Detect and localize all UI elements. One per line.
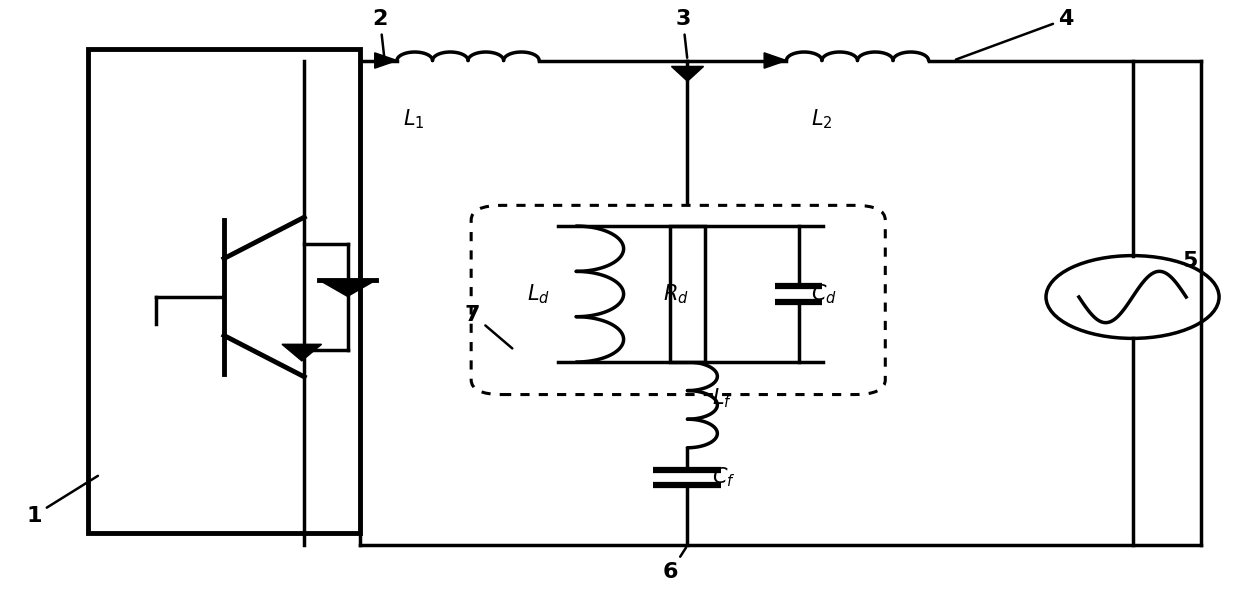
Text: $L_f$: $L_f$: [712, 387, 732, 410]
Polygon shape: [282, 345, 322, 361]
Polygon shape: [672, 67, 704, 81]
Bar: [670, 226, 705, 362]
Polygon shape: [764, 53, 787, 68]
Text: 1: 1: [26, 476, 98, 526]
Text: $C_f$: $C_f$: [712, 465, 736, 489]
Text: $C_d$: $C_d$: [812, 282, 838, 305]
Text: 2: 2: [372, 9, 388, 58]
FancyBboxPatch shape: [471, 206, 886, 394]
Text: $L_2$: $L_2$: [812, 108, 833, 131]
Text: 6: 6: [663, 548, 686, 582]
Polygon shape: [374, 53, 396, 68]
Text: 7: 7: [465, 305, 512, 349]
Text: 5: 5: [1182, 251, 1197, 271]
Text: $R_d$: $R_d$: [663, 282, 689, 305]
Text: $L_1$: $L_1$: [403, 108, 425, 131]
Polygon shape: [320, 280, 375, 296]
Bar: [88, 49, 359, 533]
Text: 3: 3: [675, 9, 690, 58]
Text: $L_d$: $L_d$: [527, 282, 550, 305]
Text: 4: 4: [955, 9, 1074, 59]
